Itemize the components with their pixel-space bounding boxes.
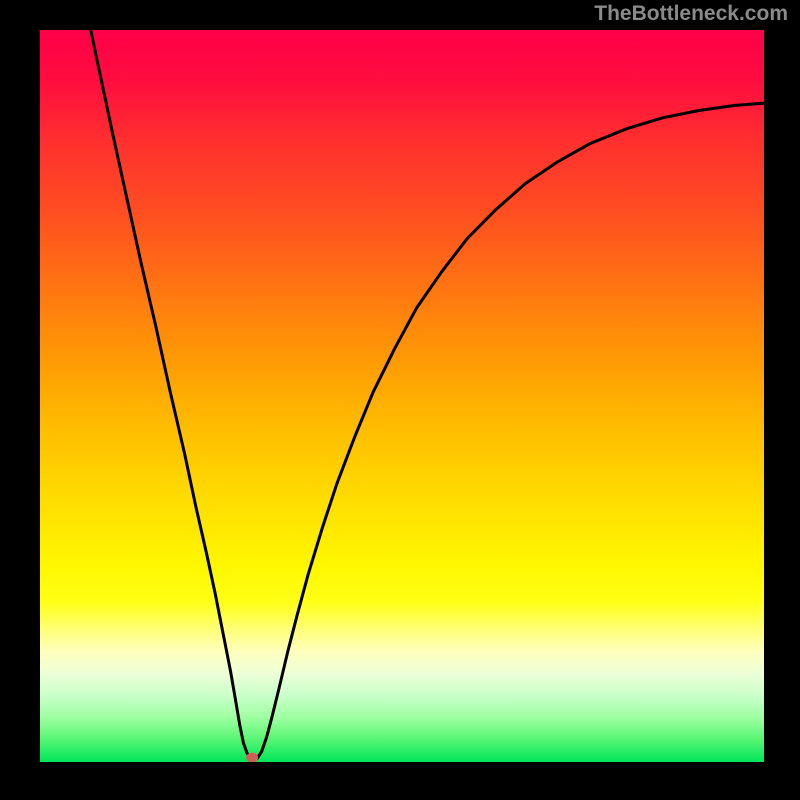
optimum-marker [246, 753, 258, 763]
watermark-text: TheBottleneck.com [594, 2, 788, 26]
plot-background [40, 30, 764, 762]
chart-container: TheBottleneck.com [0, 0, 800, 800]
chart-svg [0, 0, 800, 800]
